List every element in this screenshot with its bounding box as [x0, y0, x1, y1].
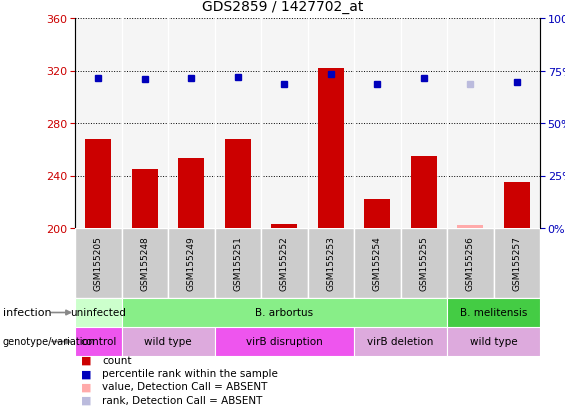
Text: GSM155253: GSM155253: [326, 236, 335, 291]
Bar: [132, 169, 158, 228]
Bar: [318, 69, 344, 228]
Text: GSM155249: GSM155249: [187, 236, 195, 291]
Bar: [121, 228, 168, 298]
Text: B. melitensis: B. melitensis: [460, 308, 527, 318]
Bar: [168, 228, 215, 298]
Bar: [411, 157, 437, 228]
Text: GSM155252: GSM155252: [280, 236, 289, 291]
Text: ■: ■: [81, 395, 91, 405]
Text: GSM155257: GSM155257: [512, 236, 521, 291]
Bar: [447, 327, 540, 356]
Bar: [354, 327, 447, 356]
Bar: [121, 327, 215, 356]
Bar: [364, 199, 390, 228]
Text: wild type: wild type: [470, 337, 518, 347]
Bar: [75, 327, 121, 356]
Text: genotype/variation: genotype/variation: [3, 337, 95, 347]
Bar: [504, 183, 529, 228]
Bar: [225, 140, 250, 228]
Bar: [401, 228, 447, 298]
Text: wild type: wild type: [144, 337, 192, 347]
Text: GSM155248: GSM155248: [140, 236, 149, 291]
Bar: [121, 298, 447, 327]
Text: rank, Detection Call = ABSENT: rank, Detection Call = ABSENT: [102, 395, 263, 405]
Bar: [354, 228, 401, 298]
Bar: [215, 228, 261, 298]
Text: value, Detection Call = ABSENT: value, Detection Call = ABSENT: [102, 382, 267, 392]
Bar: [75, 298, 121, 327]
Text: GSM155205: GSM155205: [94, 236, 103, 291]
Bar: [75, 228, 121, 298]
Text: uninfected: uninfected: [70, 308, 126, 318]
Bar: [179, 159, 204, 228]
Bar: [447, 298, 540, 327]
Text: percentile rank within the sample: percentile rank within the sample: [102, 368, 278, 378]
Text: ■: ■: [81, 355, 91, 365]
Text: virB disruption: virB disruption: [246, 337, 323, 347]
Text: GSM155256: GSM155256: [466, 236, 475, 291]
Text: ■: ■: [81, 368, 91, 378]
Bar: [85, 140, 111, 228]
Bar: [307, 228, 354, 298]
Text: control: control: [80, 337, 116, 347]
Text: virB deletion: virB deletion: [367, 337, 434, 347]
Text: GSM155254: GSM155254: [373, 236, 382, 291]
Text: count: count: [102, 355, 132, 365]
Text: B. arbortus: B. arbortus: [255, 308, 314, 318]
Text: ■: ■: [81, 382, 91, 392]
Bar: [458, 226, 483, 228]
Bar: [493, 228, 540, 298]
Bar: [271, 225, 297, 228]
Text: infection: infection: [3, 308, 51, 318]
Bar: [261, 228, 307, 298]
Bar: [215, 327, 354, 356]
Text: GSM155255: GSM155255: [419, 236, 428, 291]
Text: GDS2859 / 1427702_at: GDS2859 / 1427702_at: [202, 0, 363, 14]
Text: GSM155251: GSM155251: [233, 236, 242, 291]
Bar: [447, 228, 493, 298]
